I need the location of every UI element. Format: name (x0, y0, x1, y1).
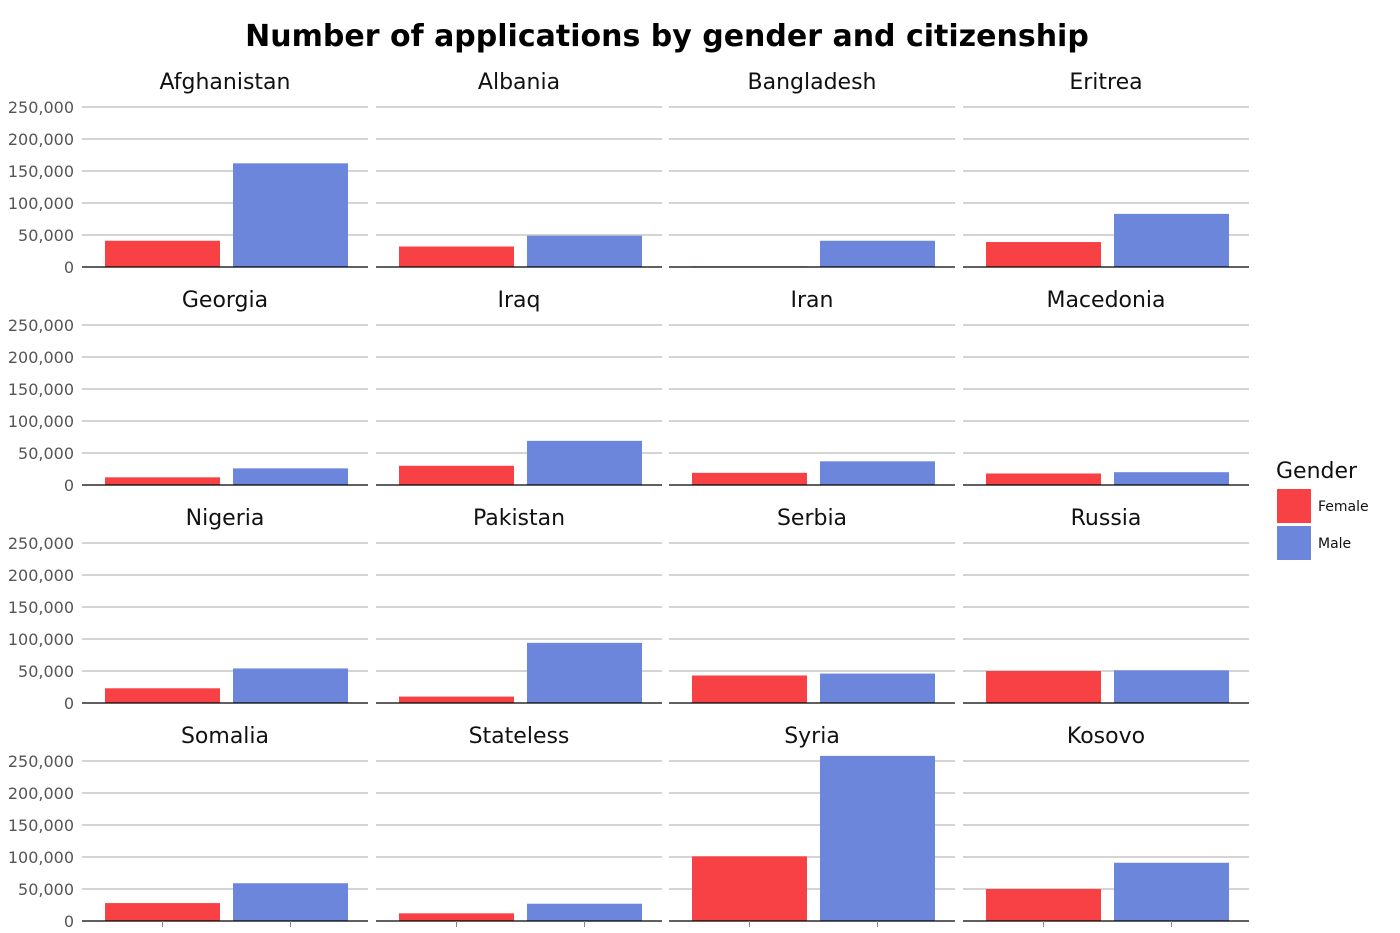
y-tick-label: 150,000 (8, 816, 74, 835)
facet-label: Somalia (181, 724, 269, 749)
bar-male (233, 883, 348, 921)
bar-female (692, 675, 807, 703)
y-tick-label: 50,000 (18, 880, 74, 899)
y-tick-label: 0 (64, 912, 74, 931)
facet-label: Syria (784, 724, 840, 749)
facet-stateless: Stateless (376, 724, 662, 927)
facet-syria: Syria (669, 724, 955, 927)
chart-title: Number of applications by gender and cit… (245, 19, 1089, 54)
bar-male (820, 461, 935, 485)
facet-label: Bangladesh (748, 70, 877, 95)
bar-female (399, 465, 514, 485)
y-tick-label: 0 (64, 694, 74, 713)
bar-female (692, 472, 807, 485)
facet-albania: Albania (376, 70, 662, 268)
facet-label: Nigeria (186, 506, 265, 531)
y-tick-label: 100,000 (8, 194, 74, 213)
facet-macedonia: Macedonia (963, 288, 1249, 486)
bar-female (399, 913, 514, 921)
facet-serbia: Serbia (669, 506, 955, 704)
y-tick-label: 100,000 (8, 412, 74, 431)
y-tick-label: 150,000 (8, 598, 74, 617)
y-tick-label: 50,000 (18, 662, 74, 681)
bar-male (527, 235, 642, 267)
bar-female (986, 889, 1101, 921)
facet-label: Iraq (498, 288, 541, 313)
legend-swatch (1277, 526, 1311, 560)
facet-label: Russia (1071, 506, 1142, 531)
bar-female (399, 696, 514, 703)
y-tick-label: 50,000 (18, 226, 74, 245)
bar-male (1114, 862, 1229, 921)
y-tick-label: 250,000 (8, 752, 74, 771)
bar-male (233, 163, 348, 267)
legend-item-male: Male (1277, 526, 1351, 560)
facet-nigeria: 0 50,000 100,000 150,000 200,000 250,000 Niger… (8, 506, 368, 713)
facet-label: Iran (791, 288, 834, 313)
y-tick-label: 150,000 (8, 162, 74, 181)
facet-label: Serbia (777, 506, 847, 531)
y-tick-label: 100,000 (8, 630, 74, 649)
bar-female (986, 242, 1101, 267)
bar-male (233, 468, 348, 485)
y-tick-label: 150,000 (8, 380, 74, 399)
bar-male (233, 668, 348, 703)
facet-afghanistan: 0 50,000 100,000 150,000 200,000 250,000 Afgha… (8, 70, 368, 277)
y-tick-label: 200,000 (8, 784, 74, 803)
y-tick-label: 200,000 (8, 130, 74, 149)
facet-label: Macedonia (1046, 288, 1165, 313)
bar-female (986, 671, 1101, 703)
bar-female (105, 477, 220, 485)
legend-label: Female (1318, 499, 1369, 515)
facet-iran: Iran (669, 288, 955, 486)
facet-label: Georgia (182, 288, 268, 313)
y-tick-label: 50,000 (18, 444, 74, 463)
facet-bangladesh: Bangladesh (669, 70, 955, 268)
y-tick-label: 0 (64, 258, 74, 277)
y-tick-label: 0 (64, 476, 74, 495)
facet-russia: Russia (963, 506, 1249, 704)
y-tick-label: 100,000 (8, 848, 74, 867)
facet-label: Eritrea (1069, 70, 1142, 95)
bar-male (1114, 213, 1229, 267)
y-tick-label: 250,000 (8, 98, 74, 117)
bar-female (692, 856, 807, 921)
y-tick-label: 250,000 (8, 534, 74, 553)
facet-iraq: Iraq (376, 288, 662, 486)
legend-item-female: Female (1277, 489, 1369, 523)
bar-male (820, 673, 935, 703)
bar-female (986, 473, 1101, 485)
y-tick-label: 200,000 (8, 566, 74, 585)
bar-male (820, 755, 935, 921)
bar-male (527, 440, 642, 485)
y-tick-label: 200,000 (8, 348, 74, 367)
bar-female (399, 246, 514, 267)
bar-male (1114, 472, 1229, 485)
legend-label: Male (1318, 536, 1351, 552)
facet-label: Pakistan (473, 506, 565, 531)
facet-eritrea: Eritrea (963, 70, 1249, 268)
facet-kosovo: Kosovo (963, 724, 1249, 927)
facet-label: Afghanistan (160, 70, 291, 95)
facet-georgia: 0 50,000 100,000 150,000 200,000 250,000 Georg… (8, 288, 368, 495)
bar-female (105, 903, 220, 921)
facet-somalia: 0 50,000 100,000 150,000 200,000 250,000 Somal… (8, 724, 368, 931)
y-tick-label: 250,000 (8, 316, 74, 335)
legend-title: Gender (1276, 459, 1358, 484)
bar-female (105, 240, 220, 267)
bar-female (105, 688, 220, 703)
facet-label: Stateless (469, 724, 570, 749)
bar-male (820, 240, 935, 267)
legend: Gender Female Male (1276, 459, 1369, 560)
facet-grid: 0 50,000 100,000 150,000 200,000 250,000 Afgha… (8, 70, 1249, 931)
legend-swatch (1277, 489, 1311, 523)
bar-male (1114, 670, 1229, 703)
bar-male (527, 642, 642, 703)
facet-label: Albania (478, 70, 560, 95)
facet-pakistan: Pakistan (376, 506, 662, 704)
facet-label: Kosovo (1067, 724, 1145, 749)
bar-male (527, 903, 642, 921)
